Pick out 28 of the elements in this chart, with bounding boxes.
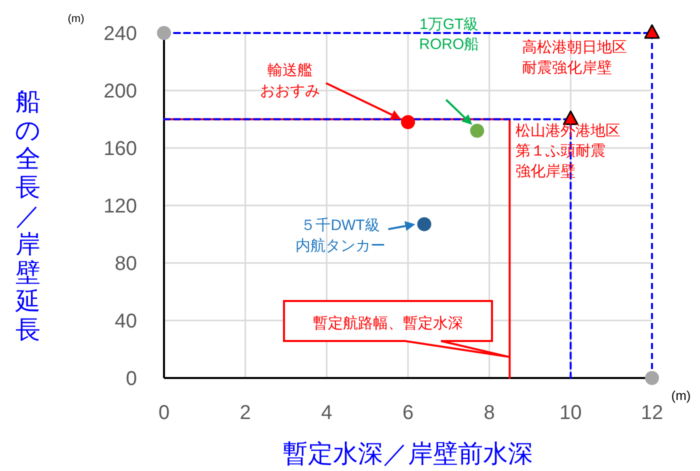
text: 船の全長／岸壁延長 [15,88,41,344]
x-tick-label: 10 [560,402,582,424]
annotation: 1万GT級RORO船 [419,16,480,125]
x-tick-label: 8 [484,402,495,424]
y-tick-label: 200 [104,80,137,102]
x-tick-label: 2 [240,402,251,424]
annotation: 暫定航路幅、暫定水深 [283,300,511,358]
y-tick-label: 120 [104,196,137,218]
annotation: 暫定航路幅、暫定水深 [313,315,463,332]
annotation: 1万GT級RORO船 [419,16,480,53]
x-tick-label: 0 [158,402,170,424]
annotation: 松山港外港地区第１ふ頭耐震強化岸壁 [516,122,621,180]
x-axis-title: 暫定水深／岸壁前水深 [283,440,533,468]
annotation: (m) [671,388,691,403]
annotation: 高松港朝日地区耐震強化岸壁 [522,39,627,76]
y-tick-label: 0 [126,368,137,390]
annotation: ５千DWT級内航タンカー [295,217,386,254]
y-tick-label: 160 [104,138,137,160]
x-tick-label: 4 [321,402,332,424]
annotation: (m) [68,13,84,25]
y-tick-label: 80 [114,253,137,275]
annotation: ５千DWT級内航タンカー [295,217,416,254]
x-tick-label: 12 [640,402,664,424]
annotation: 輸送艦おおすみ [260,62,401,120]
y-tick-label: 40 [114,310,137,332]
annotation: 輸送艦おおすみ [260,62,320,100]
x-tick-label: 6 [402,402,414,424]
y-tick-label: 240 [104,23,137,45]
